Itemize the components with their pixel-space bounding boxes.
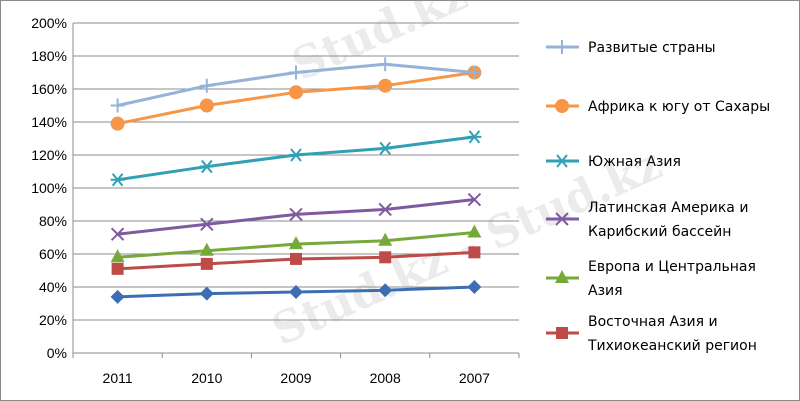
data-point	[378, 141, 393, 156]
legend-label: Латинская Америка и	[588, 200, 748, 216]
legend-label: Азия	[588, 283, 623, 299]
legend-item: Развитые страны	[546, 40, 716, 56]
x-tick-label: 2007	[459, 370, 490, 386]
y-tick-label: 200%	[31, 15, 67, 31]
legend-label: Карибский бассейн	[588, 224, 731, 240]
data-point	[467, 65, 482, 80]
y-tick-label: 60%	[39, 246, 67, 262]
data-point	[110, 173, 125, 187]
legend-label: Развитые страны	[588, 40, 716, 56]
data-point	[378, 283, 393, 298]
legend-item: Африка к югу от Сахары	[546, 99, 770, 115]
y-tick-label: 140%	[31, 114, 67, 130]
data-point	[110, 249, 125, 263]
data-point	[110, 289, 125, 304]
legend-label: Европа и Центральная	[588, 259, 756, 275]
data-point	[199, 78, 214, 93]
legend-item: Южная Азия	[546, 154, 681, 170]
data-point	[467, 192, 482, 207]
y-tick-label: 120%	[31, 147, 67, 163]
data-point	[200, 217, 214, 232]
x-tick-label: 2008	[370, 370, 401, 386]
data-point	[111, 262, 124, 275]
series-group	[110, 280, 482, 304]
data-point	[290, 252, 302, 265]
y-tick-label: 180%	[31, 48, 67, 64]
series-line	[117, 135, 475, 182]
series-line	[117, 198, 475, 236]
data-point	[556, 327, 568, 339]
legend-item: Восточная Азия и Тихиокеанский регион	[546, 314, 757, 354]
y-tick-label: 20%	[39, 312, 67, 328]
data-point	[467, 130, 482, 144]
data-point	[199, 286, 214, 301]
legend-label: Тихиокеанский регион	[587, 338, 757, 354]
legend-label: Африка к югу от Сахары	[588, 99, 770, 115]
y-tick-label: 80%	[39, 213, 67, 229]
data-point	[110, 116, 125, 131]
series-group	[110, 192, 482, 241]
legend-item: Латинская Америка и Карибский бассейн	[546, 200, 748, 240]
data-point	[199, 242, 214, 256]
data-point	[289, 284, 303, 299]
x-tick-label: 2010	[191, 370, 222, 386]
series-group	[110, 57, 482, 113]
data-point	[555, 40, 569, 54]
data-point	[199, 98, 214, 113]
x-tick-label: 2011	[103, 370, 133, 386]
y-tick-label: 0%	[47, 345, 67, 361]
data-point	[289, 207, 303, 222]
data-point	[467, 280, 482, 294]
data-point	[555, 154, 569, 168]
data-point	[378, 202, 392, 217]
data-point	[379, 251, 392, 264]
data-point	[555, 270, 569, 283]
series-group	[110, 224, 482, 263]
data-point	[555, 212, 569, 226]
data-point	[199, 159, 214, 174]
x-tick-label: 2009	[280, 370, 311, 386]
y-tick-label: 100%	[31, 180, 67, 196]
legend-label: Восточная Азия и	[588, 314, 718, 330]
data-point	[110, 227, 125, 241]
y-tick-label: 160%	[31, 81, 67, 97]
data-point	[467, 224, 482, 238]
data-point	[289, 85, 303, 100]
data-point	[110, 98, 125, 113]
data-point	[378, 78, 393, 93]
data-point	[289, 148, 303, 162]
data-point	[468, 246, 481, 259]
data-point	[200, 257, 213, 270]
legend-label: Южная Азия	[588, 154, 681, 170]
data-point	[289, 65, 303, 80]
legend-item: Европа и Центральная Азия	[546, 259, 756, 299]
data-point	[555, 99, 569, 113]
data-point	[378, 57, 393, 72]
data-point	[289, 236, 303, 250]
data-point	[378, 232, 393, 246]
series-group	[110, 65, 482, 131]
series-group	[110, 130, 482, 187]
series-group	[111, 246, 481, 275]
y-tick-label: 40%	[39, 279, 67, 295]
